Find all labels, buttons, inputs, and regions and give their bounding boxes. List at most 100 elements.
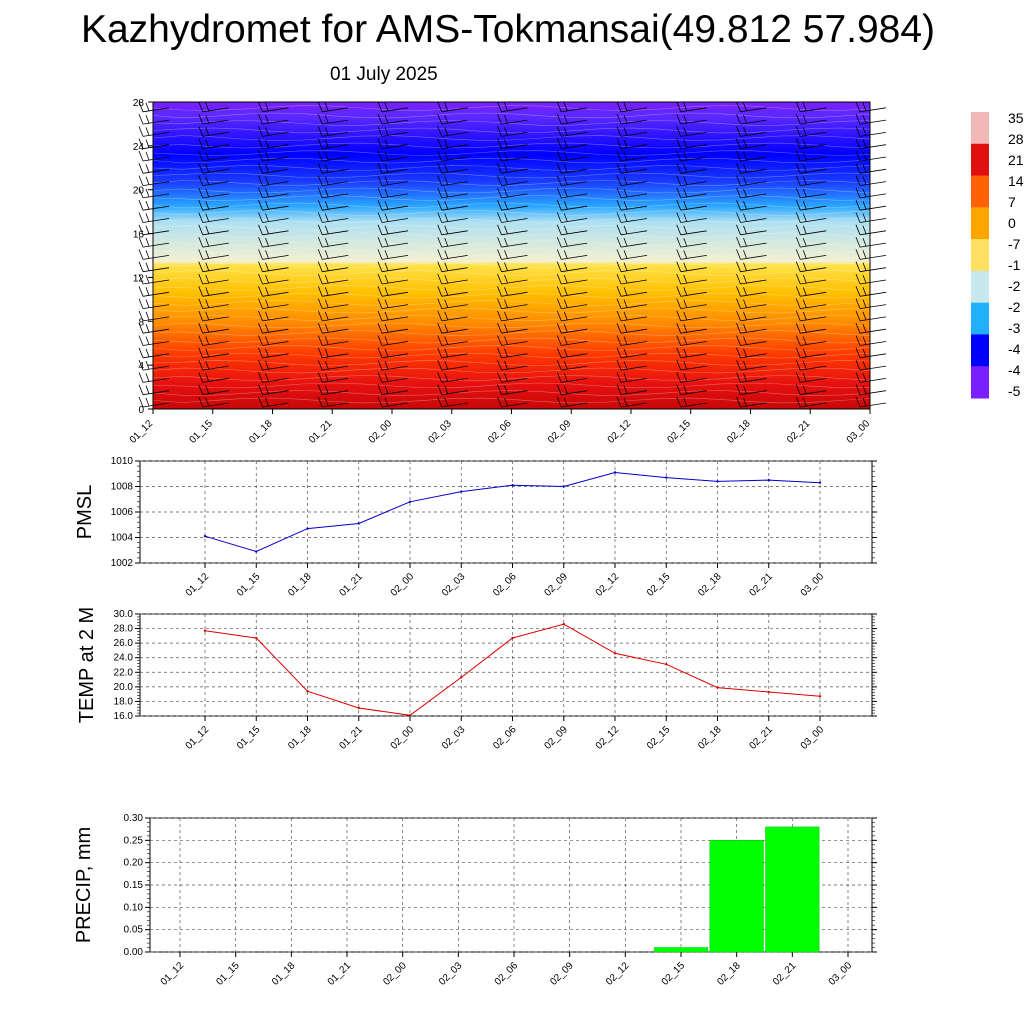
x-tick-label: 02_21 — [785, 418, 813, 446]
wind-barb-staff — [859, 168, 887, 174]
wind-barb — [437, 126, 468, 137]
wind-barb — [138, 372, 170, 383]
wind-barb-feather — [743, 139, 747, 148]
wind-barb-feather — [563, 201, 568, 210]
wind-barb — [676, 236, 707, 248]
wind-barb-staff — [620, 181, 648, 186]
wind-barb-feather — [683, 311, 688, 321]
wind-barb-feather — [384, 385, 389, 394]
wind-barb-feather — [802, 127, 807, 136]
wind-barb — [676, 150, 707, 162]
y-tick-label: 0.15 — [124, 880, 144, 891]
wind-barb — [437, 236, 468, 248]
wind-barb-feather — [145, 114, 150, 124]
wind-barb-staff — [501, 107, 528, 113]
wind-barb-feather — [862, 262, 867, 271]
contour-line — [152, 232, 871, 239]
wind-barb-feather — [138, 224, 144, 235]
wind-barb-feather — [802, 201, 807, 210]
wind-barb-feather — [198, 187, 204, 199]
wind-barb-feather — [683, 385, 688, 394]
wind-barb-feather — [317, 150, 323, 162]
wind-barb-staff — [501, 193, 528, 199]
wind-barb-feather — [676, 224, 682, 235]
wind-barb-staff — [800, 341, 827, 346]
wind-barb — [198, 372, 229, 383]
wind-barb — [497, 249, 528, 260]
wind-barb — [676, 384, 707, 396]
wind-barb-feather — [497, 359, 502, 371]
contour-line — [152, 105, 871, 111]
wind-barb-staff — [620, 156, 648, 162]
wind-barb-staff — [680, 267, 707, 273]
x-tick-label: 02_09 — [542, 571, 570, 599]
wind-barb — [855, 347, 887, 359]
colorbar: 35 28 21 14 7 0 -7 -1 -2 -2 -3 -4 -4 -5 — [971, 110, 1024, 399]
wind-barb-staff — [381, 341, 409, 346]
wind-barb-feather — [683, 287, 688, 296]
wind-barb-feather — [324, 188, 329, 198]
wind-barb-feather — [384, 201, 389, 210]
wind-barb — [676, 200, 707, 211]
wind-barb-feather — [802, 360, 807, 370]
x-tick-label: 02_21 — [747, 571, 775, 599]
wind-barb-feather — [198, 359, 204, 371]
wind-barb-feather — [563, 348, 568, 357]
wind-barb-feather — [205, 397, 210, 407]
wind-barb-feather — [205, 274, 210, 284]
wind-barb-staff — [142, 168, 170, 174]
wind-barb — [497, 187, 528, 199]
wind-barb — [855, 236, 887, 248]
wind-barb-feather — [616, 187, 622, 199]
wind-barb-feather — [504, 237, 508, 247]
wind-barb-feather — [683, 127, 688, 136]
wind-barb-feather — [623, 151, 628, 161]
wind-barb-staff — [620, 242, 648, 248]
wind-barb-staff — [322, 341, 349, 346]
wind-barb-feather — [138, 384, 144, 395]
data-point — [255, 636, 258, 640]
wind-barb — [497, 163, 528, 174]
wind-barb — [556, 261, 588, 273]
wind-barb-feather — [317, 212, 323, 223]
wind-barb-feather — [437, 384, 443, 395]
x-tick-label: 02_00 — [389, 571, 417, 599]
wind-barb-feather — [198, 212, 204, 223]
wind-barb-staff — [142, 218, 170, 223]
wind-barb-feather — [623, 176, 628, 185]
colorbar-segment — [971, 270, 989, 304]
wind-barb — [855, 310, 887, 322]
wind-barb-feather — [437, 126, 443, 137]
wind-barb — [556, 236, 588, 248]
wind-barb — [556, 273, 588, 285]
wind-barb — [377, 126, 409, 137]
wind-barb-feather — [623, 250, 628, 259]
x-tick-label: 02_09 — [548, 960, 576, 988]
wind-barb — [437, 187, 468, 199]
contour-line — [152, 337, 871, 344]
wind-barb-feather — [563, 151, 568, 161]
wind-barb — [676, 175, 707, 186]
y-tick-label: 8 — [138, 317, 144, 328]
wind-barb-feather — [437, 150, 443, 162]
wind-barb-feather — [616, 163, 622, 174]
wind-barb — [556, 126, 588, 137]
wind-barb — [377, 249, 409, 260]
wind-barb-feather — [258, 200, 263, 211]
wind-barb-feather — [138, 359, 144, 371]
x-tick-label: 01_18 — [286, 724, 314, 752]
wind-barb-feather — [862, 213, 867, 222]
wind-barb-staff — [800, 218, 827, 223]
wind-barb-feather — [563, 299, 568, 308]
wind-barb-feather — [145, 385, 150, 394]
wind-barb-feather — [563, 360, 568, 370]
wind-barb — [317, 310, 349, 322]
wind-barb-feather — [138, 298, 144, 309]
wind-barb — [795, 372, 827, 383]
wind-barb-feather — [145, 250, 150, 259]
wind-barb — [377, 187, 409, 199]
pmsl-panel: 1002 1004 1006 1008 1010 PMSL 01_12 01_15 01_18 0… — [74, 456, 877, 599]
wind-barb-feather — [736, 335, 741, 346]
wind-barb — [377, 138, 409, 150]
wind-barb — [198, 126, 229, 137]
